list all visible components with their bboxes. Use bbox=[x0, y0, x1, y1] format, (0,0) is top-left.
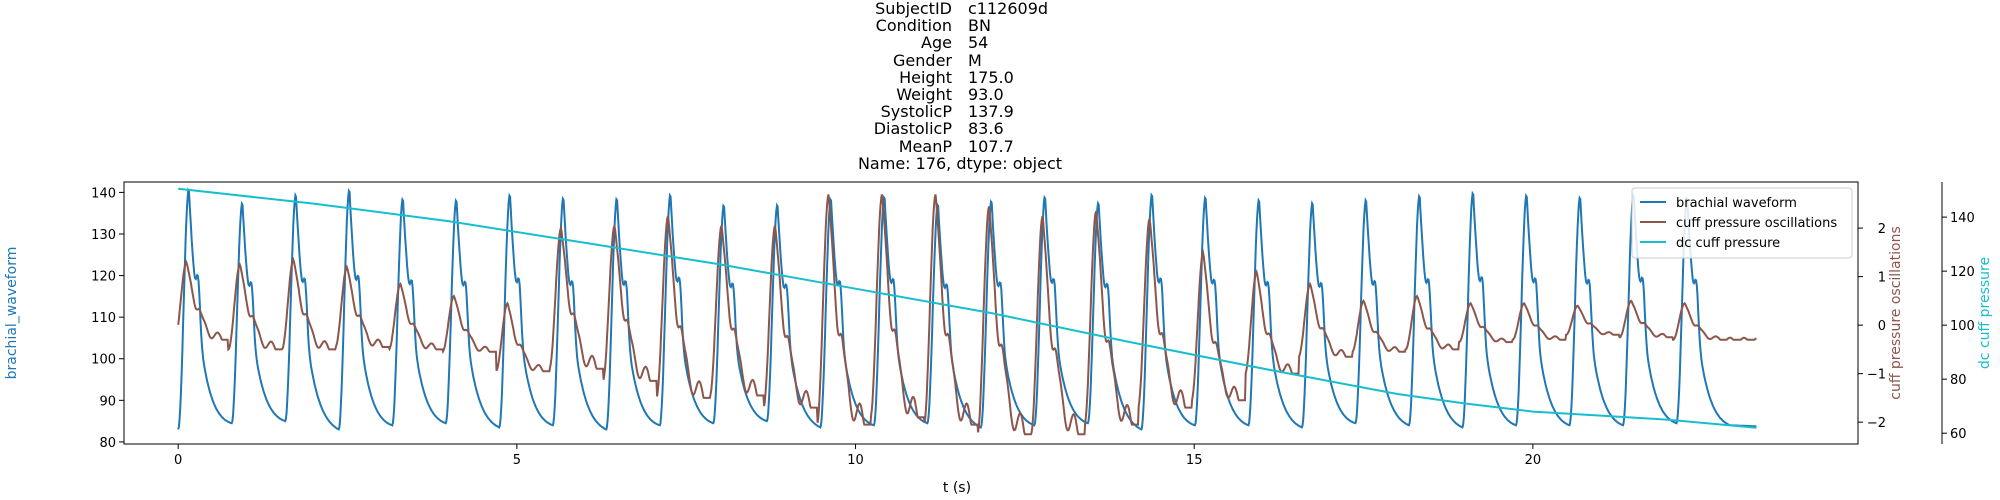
cuff-pressure-oscillations-line bbox=[177, 194, 1757, 436]
far-right-y-tick-label: 60 bbox=[1950, 427, 1967, 442]
title-key: Height bbox=[899, 67, 952, 87]
left-y-tick-label: 110 bbox=[91, 311, 116, 326]
legend-label: dc cuff pressure bbox=[1676, 236, 1780, 251]
right-y-tick-label: 1 bbox=[1878, 271, 1886, 286]
dc-cuff-pressure-line bbox=[178, 187, 1757, 429]
brachial-waveform-line bbox=[177, 187, 1757, 431]
title-row: Condition BN bbox=[700, 17, 1220, 34]
title-row: MeanP 107.7 bbox=[700, 136, 1220, 156]
title-footer: Name: 176, dtype: object bbox=[857, 153, 1063, 173]
right-axis-label: cuff pressure oscillations bbox=[1888, 226, 1904, 400]
x-tick-label: 0 bbox=[174, 453, 182, 468]
left-y-tick-label: 130 bbox=[91, 228, 116, 243]
plot-frame bbox=[123, 181, 1859, 445]
legend-label: cuff pressure oscillations bbox=[1676, 216, 1837, 231]
title-row: Age 54 bbox=[700, 34, 1220, 51]
title-value: 137.9 bbox=[968, 102, 1014, 122]
axes: 0 5 10 15 20 80 90 100 110 120 130 140 −2 −1 0 1 2 60 80 10… bbox=[91, 186, 1975, 468]
title-row: SubjectID c112609d bbox=[700, 0, 1220, 17]
title-value: 93.0 bbox=[968, 85, 1004, 105]
title-row: Height 175.0 bbox=[700, 69, 1220, 86]
legend: brachial waveform cuff pressure oscillati… bbox=[1631, 187, 1853, 259]
title-value: BN bbox=[968, 16, 991, 36]
far-right-y-tick-label: 100 bbox=[1950, 319, 1975, 334]
title-key: Gender bbox=[893, 50, 952, 70]
x-tick-label: 10 bbox=[847, 453, 864, 468]
title-key: Weight bbox=[896, 85, 952, 105]
far-right-axis-label: dc cuff pressure bbox=[1977, 257, 1993, 369]
title-key: DiastolicP bbox=[873, 119, 952, 139]
left-y-tick-label: 140 bbox=[91, 186, 116, 201]
legend-label: brachial waveform bbox=[1676, 196, 1797, 211]
legend-box bbox=[1631, 187, 1853, 259]
left-axis-label: brachial_waveform bbox=[4, 247, 20, 380]
x-tick-label: 15 bbox=[1186, 453, 1203, 468]
x-tick-label: 5 bbox=[513, 453, 521, 468]
title-value: 83.6 bbox=[968, 119, 1004, 139]
left-y-tick-label: 100 bbox=[91, 353, 116, 368]
title-value: M bbox=[968, 50, 982, 70]
x-axis-label: t (s) bbox=[943, 480, 971, 496]
title-value: 107.7 bbox=[968, 136, 1014, 156]
chart-title: SubjectID c112609d Condition BN Age 54 Gender M… bbox=[700, 0, 1220, 172]
title-row: SystolicP 137.9 bbox=[700, 103, 1220, 120]
plot-lines bbox=[177, 187, 1757, 436]
title-key: SystolicP bbox=[880, 102, 952, 122]
right-y-tick-label: −2 bbox=[1867, 416, 1886, 431]
title-value: 175.0 bbox=[968, 67, 1014, 87]
left-y-tick-label: 90 bbox=[99, 394, 116, 409]
far-right-y-tick-label: 120 bbox=[1950, 265, 1975, 280]
title-row: Weight 93.0 bbox=[700, 86, 1220, 103]
title-key: MeanP bbox=[898, 136, 952, 156]
title-key: SubjectID bbox=[875, 0, 952, 18]
left-y-tick-label: 80 bbox=[99, 436, 116, 451]
title-key: Condition bbox=[875, 16, 952, 36]
right-y-tick-label: −1 bbox=[1867, 368, 1886, 383]
title-row: Gender M bbox=[700, 50, 1220, 70]
right-y-tick-label: 0 bbox=[1878, 319, 1886, 334]
title-key: Age bbox=[921, 33, 952, 53]
title-row: DiastolicP 83.6 bbox=[700, 120, 1220, 137]
x-tick-label: 20 bbox=[1525, 453, 1542, 468]
title-value: 54 bbox=[968, 33, 989, 53]
left-y-tick-label: 120 bbox=[91, 270, 116, 285]
far-right-y-tick-label: 140 bbox=[1950, 211, 1975, 226]
far-right-y-tick-label: 80 bbox=[1950, 373, 1967, 388]
title-value: c112609d bbox=[968, 0, 1049, 18]
right-y-tick-label: 2 bbox=[1878, 222, 1886, 237]
